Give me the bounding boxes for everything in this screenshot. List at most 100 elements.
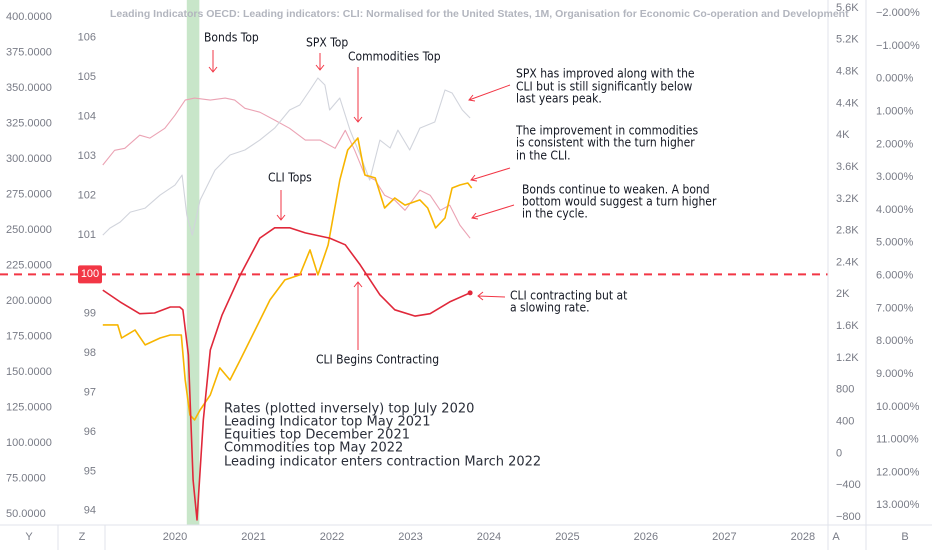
y2-tick-label: 800 [836, 384, 854, 396]
y4-tick-label: 7.000% [876, 302, 914, 314]
annotation: a slowing rate. [510, 301, 590, 315]
annotation: SPX Top [306, 36, 348, 50]
arrow [353, 281, 363, 350]
axis-button[interactable]: Z [79, 531, 86, 543]
annotation: bottom would suggest a turn higher [522, 195, 717, 209]
annotation: CLI but is still significantly below [516, 80, 693, 94]
y-tick-label: 200.0000 [6, 295, 52, 307]
y2-tick-label: 4K [836, 129, 850, 141]
y2-tick-label: 1.2K [836, 352, 859, 364]
y3-tick-label: 101 [78, 229, 96, 241]
y2-tick-label: 4.4K [836, 97, 859, 109]
y4-tick-label: 8.000% [876, 335, 914, 347]
annotation: Commodities Top [348, 50, 441, 64]
x-tick-label: 2021 [241, 531, 265, 543]
annotation: is consistent with the turn higher [516, 136, 695, 150]
series-line [102, 227, 471, 521]
y4-tick-label: 13.000% [876, 499, 920, 511]
y2-tick-label: 5.2K [836, 34, 859, 46]
y-tick-label: 50.0000 [6, 508, 46, 520]
y-tick-label: 100.0000 [6, 437, 52, 449]
series-line [102, 137, 473, 421]
x-tick-label: 2027 [712, 531, 736, 543]
annotation: Bonds continue to weaken. A bond [522, 183, 710, 197]
y3-tick-label: 102 [78, 189, 96, 201]
summary-text: Rates (plotted inversely) top July 2020 [224, 402, 474, 417]
y-tick-label: 75.0000 [6, 472, 46, 484]
y3-tick-label: 96 [84, 426, 96, 438]
x-tick-label: 2028 [791, 531, 815, 543]
y3-tick-label: 99 [84, 308, 96, 320]
arrow [353, 67, 363, 123]
y4-tick-label: −2.000% [876, 7, 920, 19]
y2-tick-label: 4.8K [836, 65, 859, 77]
y2-tick-label: 2K [836, 288, 850, 300]
series-end-point [467, 290, 473, 296]
annotation: in the CLI. [516, 149, 571, 163]
y-tick-label: 225.0000 [6, 259, 52, 271]
y-tick-label: 175.0000 [6, 330, 52, 342]
y2-tick-label: 3.6K [836, 161, 859, 173]
x-tick-label: 2020 [163, 531, 187, 543]
x-tick-label: 2022 [320, 531, 344, 543]
y4-tick-label: 2.000% [876, 138, 914, 150]
annotation: in the cycle. [522, 207, 588, 221]
annotation: CLI Tops [268, 171, 312, 185]
annotation: CLI Begins Contracting [316, 353, 439, 367]
arrow [315, 53, 325, 71]
y4-tick-label: 6.000% [876, 270, 914, 282]
reference-label: 100 [81, 268, 99, 280]
y-tick-label: 250.0000 [6, 224, 52, 236]
y4-tick-label: 12.000% [876, 466, 920, 478]
y2-tick-label: 2.8K [836, 225, 859, 237]
summary-text: Commodities top May 2022 [224, 441, 403, 456]
y-tick-label: 150.0000 [6, 366, 52, 378]
y3-tick-label: 106 [78, 32, 96, 44]
series-line [102, 77, 471, 236]
annotation: The improvement in commodities [515, 124, 699, 138]
y-tick-label: 400.0000 [6, 11, 52, 23]
y4-tick-label: 4.000% [876, 204, 914, 216]
axis-button[interactable]: B [901, 531, 908, 543]
y3-tick-label: 94 [84, 505, 96, 517]
arrow [468, 84, 511, 102]
y-tick-label: 325.0000 [6, 117, 52, 129]
y3-tick-label: 105 [78, 71, 96, 83]
reference-tag [78, 265, 102, 284]
x-tick-label: 2023 [398, 531, 422, 543]
y4-tick-label: 9.000% [876, 368, 914, 380]
x-tick-label: 2025 [555, 531, 579, 543]
annotation: Bonds Top [204, 31, 259, 45]
axes: 400.0000 375.0000 350.0000 325.0000 300.0000… [6, 2, 920, 543]
y4-tick-label: 11.000% [876, 434, 919, 446]
arrow [208, 50, 218, 73]
x-tick-label: 2024 [477, 531, 501, 543]
axis-button[interactable]: A [832, 531, 840, 543]
y-tick-label: 275.0000 [6, 188, 52, 200]
plot-area [0, 0, 828, 525]
axis-button[interactable]: Y [25, 531, 33, 543]
y2-tick-label: 2.4K [836, 256, 859, 268]
annotation: SPX has improved along with the [516, 67, 695, 81]
arrow [471, 204, 515, 220]
y3-tick-label: 97 [84, 386, 96, 398]
y-tick-label: 375.0000 [6, 46, 52, 58]
annotation: CLI contracting but at [510, 289, 627, 303]
series-line [102, 97, 471, 239]
y-tick-label: 300.0000 [6, 153, 52, 165]
y3-tick-label: 98 [84, 347, 96, 359]
y2-tick-label: −800 [836, 511, 861, 523]
highlight-band [186, 0, 200, 525]
y4-tick-label: 3.000% [876, 171, 914, 183]
y2-tick-label: 1.6K [836, 320, 859, 332]
arrow [276, 190, 286, 221]
summary-text: Leading Indicator top May 2021 [224, 415, 431, 430]
y4-tick-label: 5.000% [876, 237, 914, 249]
y3-tick-label: 103 [78, 150, 96, 162]
summary-text: Equities top December 2021 [224, 428, 410, 443]
y2-tick-label: 400 [836, 415, 854, 427]
arrow [477, 291, 506, 301]
y2-tick-label: 0 [836, 447, 842, 459]
x-tick-label: 2026 [634, 531, 658, 543]
